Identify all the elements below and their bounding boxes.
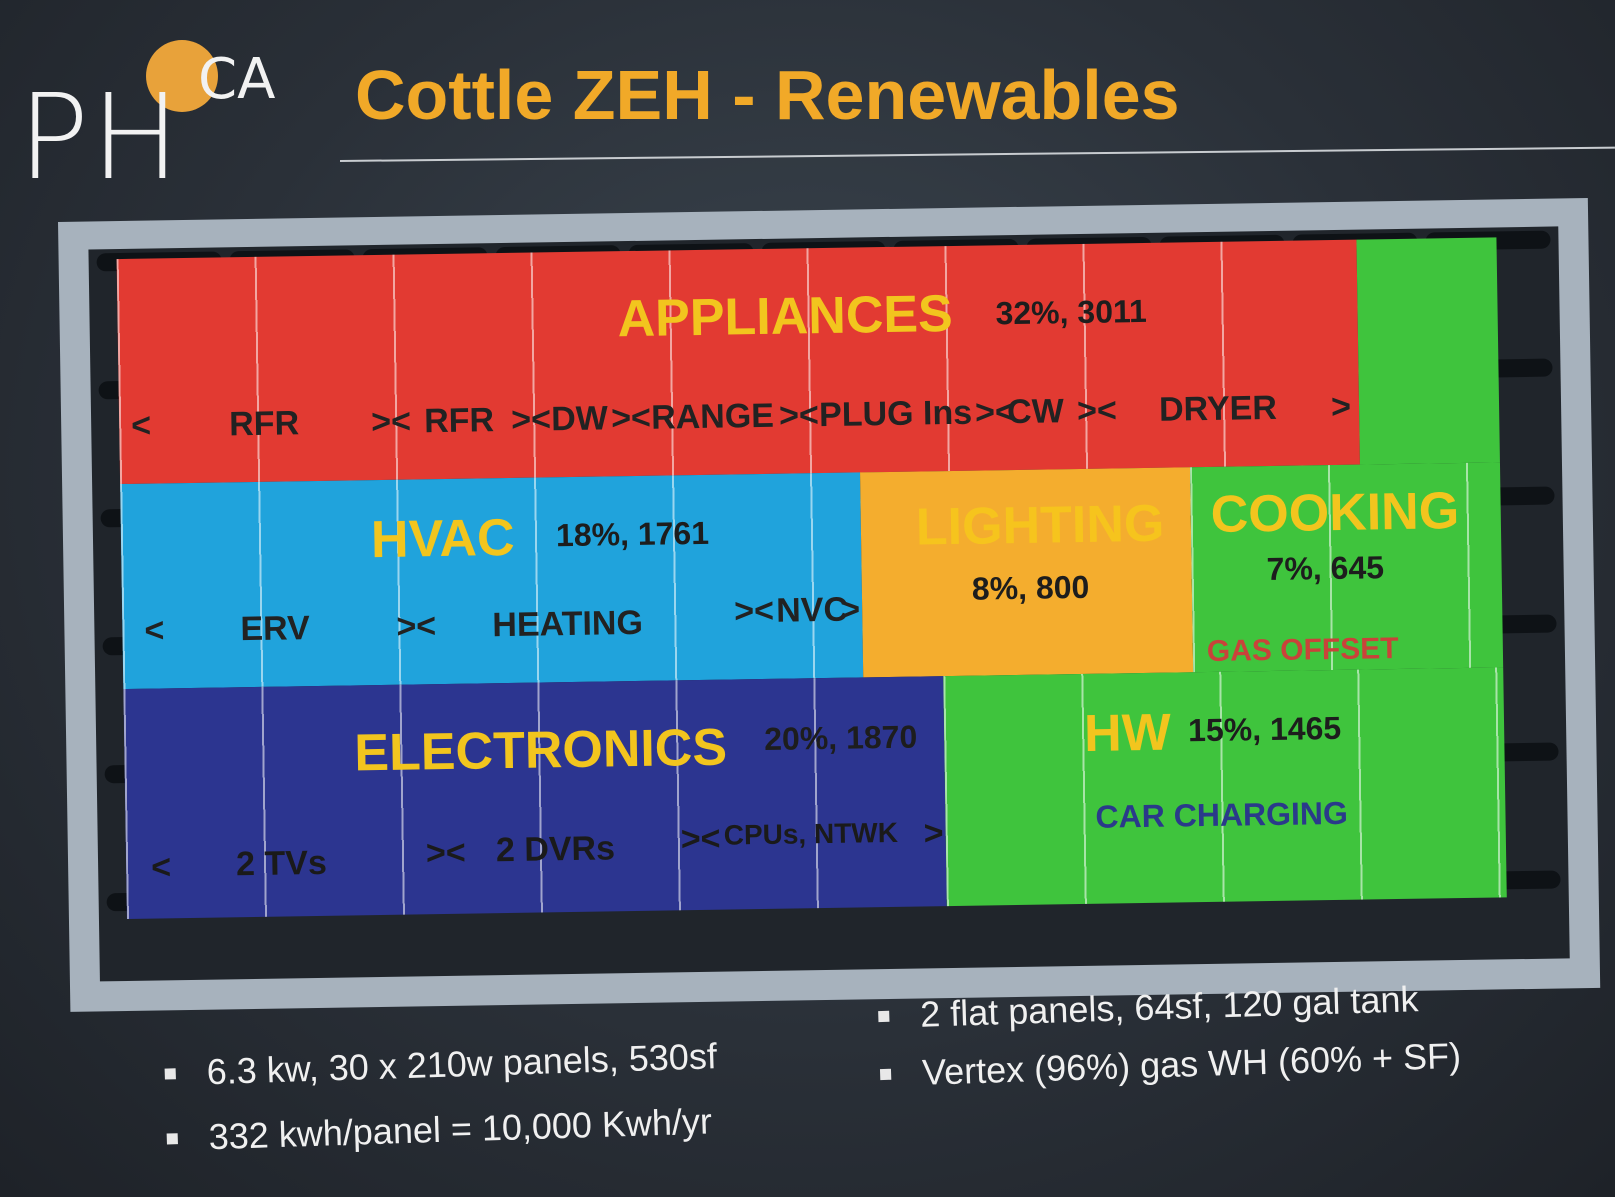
car-charging-note: CAR CHARGING [1095, 794, 1349, 835]
appliances-item: DW [550, 399, 609, 439]
appliances-item: >< [1076, 391, 1118, 431]
electronics-block: ELECTRONICS 20%, 1870 < 2 TVs >< 2 DVRs … [123, 676, 947, 920]
sun-icon [146, 40, 218, 112]
hvac-stat: 18%, 1761 [555, 514, 710, 554]
appliances-item: > [1330, 387, 1352, 427]
hw-label: HW [1083, 703, 1172, 763]
cooking-label: COOKING [1210, 482, 1460, 544]
electronics-item: CPUs, NTWK [723, 816, 899, 851]
electronics-label: ELECTRONICS [353, 718, 728, 783]
hvac-item: < [144, 611, 165, 650]
appliances-item: >< [778, 396, 820, 435]
bullet-item: 6.3 kw, 30 x 210w panels, 530sf [206, 1035, 718, 1093]
electronics-item: 2 TVs [235, 843, 328, 884]
hvac-label: HVAC [370, 508, 515, 570]
appliances-label: APPLIANCES [617, 284, 954, 349]
hvac-item: NVC [775, 590, 849, 630]
electronics-item: > [923, 814, 944, 853]
logo-superscript: CA [198, 47, 276, 112]
electronics-item: >< [425, 833, 466, 873]
hw-stat: 15%, 1465 [1187, 709, 1342, 749]
appliances-item: RFR [228, 404, 300, 444]
logo-text: PH [18, 68, 182, 206]
hvac-block: HVAC 18%, 1761 < ERV >< HEATING >< NVC > [120, 472, 864, 690]
bullet-item: 332 kwh/panel = 10,000 Kwh/yr [208, 1100, 713, 1158]
appliances-item: >< [610, 398, 652, 438]
hvac-item: >< [733, 591, 775, 631]
appliances-item: RFR [423, 401, 495, 441]
electronics-item: 2 DVRs [495, 829, 616, 870]
appliances-item: RANGE [650, 396, 775, 437]
appliances-item: PLUG Ins [818, 393, 973, 435]
appliances-item: CW [1006, 392, 1065, 432]
electronics-item: >< [680, 819, 721, 859]
hvac-item: HEATING [492, 603, 644, 645]
lighting-label: LIGHTING [915, 494, 1165, 557]
energy-breakdown: APPLIANCES 32%, 3011 < RFR >< RFR >< DW … [116, 237, 1508, 949]
hvac-item: > [839, 590, 861, 629]
phca-logo: PH CA [18, 40, 288, 200]
lighting-stat: 8%, 800 [971, 568, 1090, 607]
cooking-stat: 7%, 645 [1266, 549, 1385, 588]
solar-panel-diagram: APPLIANCES 32%, 3011 < RFR >< RFR >< DW … [58, 197, 1601, 1012]
hw-block: HW 15%, 1465 CAR CHARGING [943, 667, 1507, 907]
title-rule [339, 146, 1615, 162]
bullet-item: Vertex (96%) gas WH (60% + SF) [921, 1034, 1462, 1093]
hvac-item: ERV [240, 609, 311, 649]
hvac-item: >< [396, 607, 437, 646]
electronics-stat: 20%, 1870 [763, 718, 918, 757]
slide-title: Cottle ZEH - Renewables [355, 56, 1180, 134]
gas-offset-note: GAS OFFSET [1206, 631, 1399, 669]
green-top-block [1356, 237, 1500, 465]
appliances-item: >< [510, 400, 552, 439]
lighting-block: LIGHTING 8%, 800 [860, 467, 1194, 678]
appliances-stat: 32%, 3011 [995, 292, 1148, 332]
electronics-item: < [150, 848, 172, 887]
appliances-item: < [130, 406, 152, 445]
appliances-item: DRYER [1158, 388, 1278, 429]
appliances-item: >< [370, 402, 412, 442]
cooking-block: COOKING 7%, 645 GAS OFFSET [1189, 462, 1504, 673]
appliances-block: APPLIANCES 32%, 3011 < RFR >< RFR >< DW … [116, 239, 1360, 485]
